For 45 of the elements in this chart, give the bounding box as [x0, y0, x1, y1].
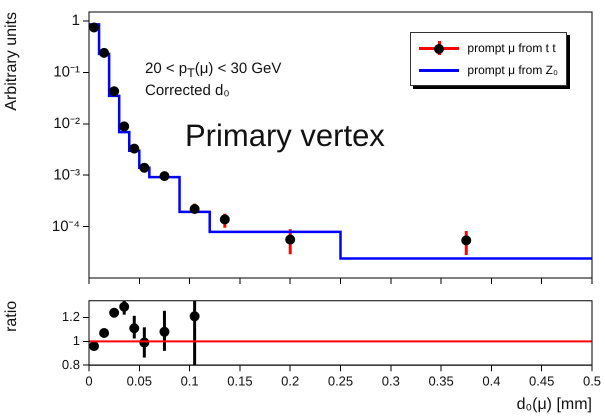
point	[461, 235, 472, 246]
y-tick-label: 10⁻⁴	[52, 218, 80, 235]
y-axis-title: ratio	[3, 300, 20, 332]
point	[109, 308, 120, 318]
x-axis-title: d₀(μ) [mm]	[516, 396, 592, 413]
annotation: 20 < p$_{T}$(μ) < 30 GeV	[145, 60, 282, 80]
point	[285, 234, 296, 245]
point	[119, 302, 130, 312]
y-tick-label: 10⁻²	[53, 114, 80, 132]
point	[139, 162, 150, 173]
x-tick-label: 0.2	[281, 374, 300, 389]
y-tick-label: 10⁻³	[53, 166, 80, 184]
point	[220, 214, 230, 224]
y-tick-label: 1	[72, 12, 80, 30]
point	[159, 326, 170, 337]
x-tick-label: 0.15	[227, 374, 253, 389]
annotation: Corrected d₀	[145, 82, 230, 99]
point	[119, 121, 130, 132]
y-tick-label: 1.2	[62, 309, 80, 324]
x-tick-label: 0	[85, 374, 93, 389]
point	[89, 22, 100, 32]
x-tick-label: 0.3	[382, 374, 400, 389]
point	[129, 144, 140, 154]
legend-label: prompt μ from Z₀	[467, 63, 558, 77]
x-tick-label: 0.35	[428, 374, 454, 389]
y-axis-title: Arbitrary units	[3, 12, 20, 111]
x-tick-label: 0.05	[126, 374, 152, 389]
point	[99, 328, 110, 338]
point	[159, 171, 170, 182]
y-tick-label: 10⁻¹	[53, 64, 80, 81]
y-tick-label: 1	[72, 332, 80, 348]
point	[190, 204, 200, 214]
y-tick-label: 0.8	[62, 356, 80, 372]
annotation: Primary vertex	[185, 118, 385, 154]
point	[109, 86, 120, 96]
point	[89, 341, 100, 352]
x-tick-label: 0.25	[328, 374, 354, 389]
x-tick-label: 0.1	[180, 374, 199, 389]
point	[190, 311, 200, 322]
x-tick-label: 0.4	[482, 374, 500, 389]
x-tick-label: 0.5	[582, 374, 602, 389]
point	[129, 323, 140, 334]
point	[99, 48, 110, 58]
legend-label: prompt μ from t t	[467, 41, 556, 55]
x-tick-label: 0.45	[529, 374, 554, 389]
